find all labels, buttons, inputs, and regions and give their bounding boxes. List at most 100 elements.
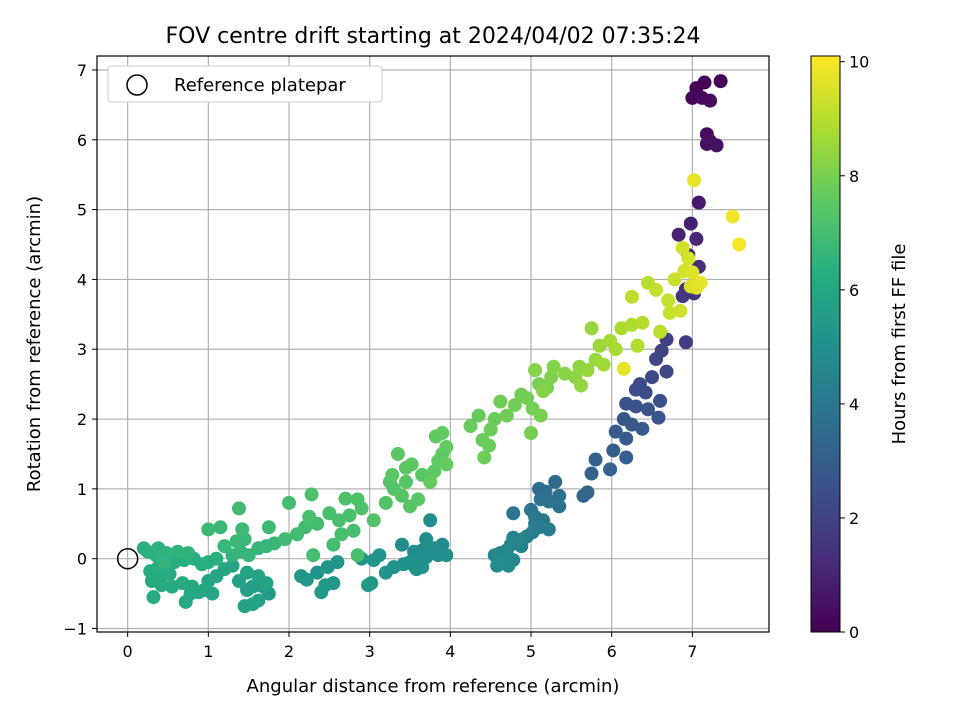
data-point xyxy=(541,494,556,509)
colorbar-tick-label: 2 xyxy=(849,509,859,528)
data-point xyxy=(584,466,599,481)
data-point xyxy=(608,424,623,439)
reference-platepar-marker xyxy=(116,547,139,570)
data-point xyxy=(231,501,246,516)
data-point xyxy=(574,378,589,393)
data-point xyxy=(277,532,292,547)
data-point xyxy=(584,321,599,336)
data-point xyxy=(346,523,361,538)
legend-marker-icon xyxy=(126,74,148,96)
data-point xyxy=(603,462,618,477)
data-point xyxy=(267,536,282,551)
colorbar-tick-label: 0 xyxy=(849,623,859,642)
colorbar: 0 2 4 6 8 10 Hours from first FF file xyxy=(810,53,910,642)
data-point xyxy=(251,569,266,584)
data-point xyxy=(596,357,611,372)
data-point xyxy=(653,393,668,408)
data-point xyxy=(366,513,381,528)
data-point xyxy=(435,426,450,441)
data-point xyxy=(156,555,171,570)
x-tick-label: 2 xyxy=(284,642,294,661)
data-point xyxy=(235,522,250,537)
data-point xyxy=(628,399,643,414)
data-point xyxy=(320,560,335,575)
y-tick-label: 0 xyxy=(77,550,87,569)
data-point xyxy=(671,227,686,242)
x-axis-label: Angular distance from reference (arcmin) xyxy=(247,676,620,697)
data-point xyxy=(178,594,193,609)
data-point xyxy=(616,361,631,376)
data-point xyxy=(439,439,454,454)
data-point xyxy=(463,419,478,434)
data-point xyxy=(514,539,529,554)
data-point xyxy=(548,474,563,489)
data-point xyxy=(519,391,534,406)
x-tick-label: 7 xyxy=(687,642,697,661)
data-point xyxy=(378,565,393,580)
data-point xyxy=(366,553,381,568)
data-point xyxy=(624,289,639,304)
data-point xyxy=(645,370,660,385)
data-point xyxy=(241,548,256,563)
data-point xyxy=(302,509,317,524)
data-point xyxy=(314,585,329,600)
data-point xyxy=(398,474,413,489)
axis-ticks: 0 1 2 3 4 5 6 7 −1 0 1 2 3 4 5 6 7 xyxy=(63,61,697,661)
data-point xyxy=(675,289,690,304)
data-point xyxy=(378,495,393,510)
data-point xyxy=(667,272,682,287)
data-point xyxy=(240,565,255,580)
x-tick-label: 4 xyxy=(445,642,455,661)
data-point xyxy=(683,216,698,231)
data-point xyxy=(552,488,567,503)
data-point xyxy=(326,576,341,591)
colorbar-label: Hours from first FF file xyxy=(889,244,910,445)
x-tick-label: 5 xyxy=(526,642,536,661)
data-point xyxy=(552,499,567,514)
data-point xyxy=(338,491,353,506)
data-point xyxy=(624,317,639,332)
data-point xyxy=(394,537,409,552)
data-point xyxy=(136,541,151,556)
data-point xyxy=(536,384,551,399)
data-point xyxy=(209,551,224,566)
data-point xyxy=(213,520,228,535)
data-point xyxy=(653,324,668,339)
data-point xyxy=(686,173,701,188)
data-point xyxy=(350,548,365,563)
data-point xyxy=(423,474,438,489)
data-point xyxy=(541,522,556,537)
data-point xyxy=(394,488,409,503)
data-point xyxy=(638,385,653,400)
data-point xyxy=(201,522,216,537)
data-point xyxy=(471,408,486,423)
data-point xyxy=(681,251,696,266)
data-point xyxy=(439,457,454,472)
data-point xyxy=(580,363,595,378)
data-point xyxy=(364,576,379,591)
data-point xyxy=(685,90,700,105)
data-point xyxy=(630,338,645,353)
y-tick-label: 3 xyxy=(77,340,87,359)
data-point xyxy=(619,450,634,465)
data-point xyxy=(423,513,438,528)
data-point xyxy=(493,394,508,409)
data-point xyxy=(659,364,674,379)
data-point xyxy=(334,527,349,542)
data-point xyxy=(693,275,708,290)
data-point xyxy=(588,452,603,467)
data-point xyxy=(482,438,497,453)
data-point xyxy=(640,402,655,417)
x-tick-label: 0 xyxy=(123,642,133,661)
y-tick-label: 5 xyxy=(77,201,87,220)
data-point xyxy=(237,599,252,614)
data-point xyxy=(651,410,666,425)
data-point xyxy=(306,548,321,563)
data-point xyxy=(217,539,232,554)
data-point xyxy=(703,93,718,108)
y-tick-label: −1 xyxy=(63,620,87,639)
colorbar-ticks: 0 2 4 6 8 10 xyxy=(840,53,869,642)
data-point xyxy=(675,241,690,255)
x-tick-label: 6 xyxy=(607,642,617,661)
